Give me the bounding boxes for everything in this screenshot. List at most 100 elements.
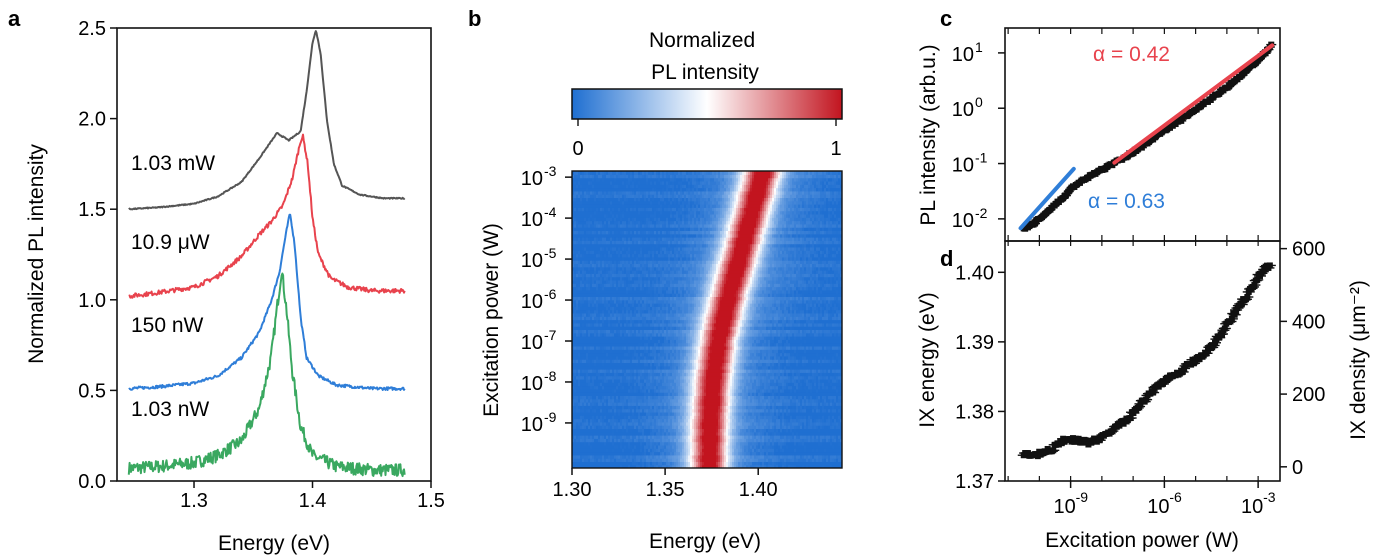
heatmap-cell [644, 428, 647, 433]
heatmap-cell [616, 441, 619, 446]
heatmap-cell [622, 428, 625, 433]
heatmap-cell [654, 428, 657, 433]
heatmap-cell [832, 451, 835, 456]
heatmap-cell [800, 444, 803, 449]
heatmap-cell [602, 441, 605, 446]
heatmap-cell [798, 428, 801, 433]
heatmap-cell [592, 448, 595, 453]
heatmap-cell [652, 448, 655, 453]
heatmap-cell [706, 461, 709, 466]
heatmap-cell [732, 431, 735, 436]
heatmap-cell [812, 451, 815, 456]
heatmap-cell [614, 464, 617, 468]
heatmap-cell [668, 448, 671, 453]
heatmap-cell [780, 451, 783, 456]
heatmap-cell [786, 431, 789, 436]
heatmap-cell [812, 435, 815, 439]
heatmap-cell [604, 444, 607, 449]
heatmap-cell [752, 438, 755, 443]
heatmap-cell [590, 435, 593, 439]
heatmap-cell [708, 464, 711, 468]
heatmap-cell [714, 431, 717, 436]
heatmap-cell [680, 464, 683, 468]
heatmap-cell [802, 444, 805, 449]
heatmap-cell [840, 444, 842, 449]
heatmap-cell [802, 441, 805, 446]
heatmap-cell [840, 438, 842, 443]
heatmap-cell [756, 428, 759, 433]
heatmap-cell [692, 458, 695, 462]
heatmap-cell [574, 428, 577, 433]
heatmap-cell [676, 454, 679, 459]
heatmap-cell [836, 458, 839, 462]
heatmap-cell [638, 464, 641, 468]
heatmap-cell [580, 435, 583, 439]
heatmap-cell [762, 451, 765, 456]
heatmap-cell [772, 448, 775, 453]
heatmap-cell [762, 441, 765, 446]
heatmap-cell [730, 444, 733, 449]
heatmap-cell [574, 458, 577, 462]
heatmap-cell [782, 444, 785, 449]
heatmap-cell [800, 454, 803, 459]
heatmap-cell [650, 444, 653, 449]
heatmap-cell [576, 444, 579, 449]
heatmap-cell [698, 438, 701, 443]
heatmap-cell [614, 435, 617, 439]
heatmap-cell [694, 444, 697, 449]
heatmap-cell [788, 464, 791, 468]
heatmap-cell [668, 444, 671, 449]
heatmap-cell [704, 464, 707, 468]
heatmap-cell [818, 454, 821, 459]
heatmap-cell [662, 454, 665, 459]
heatmap-cell [782, 438, 785, 443]
heatmap-cell [726, 464, 729, 468]
heatmap-cell [818, 428, 821, 433]
heatmap-cell [834, 461, 837, 466]
heatmap-cell [712, 444, 715, 449]
heatmap-cell [676, 431, 679, 436]
heatmap-cell [772, 435, 775, 439]
heatmap-cell [794, 448, 797, 453]
heatmap-cell [676, 438, 679, 443]
heatmap-cell [798, 448, 801, 453]
heatmap-cell [590, 448, 593, 453]
heatmap-cell [714, 428, 717, 433]
heatmap-cell [808, 448, 811, 453]
heatmap-cell [702, 451, 705, 456]
heatmap-cell [586, 448, 589, 453]
heatmap-cell [804, 464, 807, 468]
heatmap-cell [826, 441, 829, 446]
heatmap-cell [770, 458, 773, 462]
heatmap-cell [720, 461, 723, 466]
heatmap-cell [736, 458, 739, 462]
heatmap-cell [572, 425, 575, 429]
heatmap-cell [790, 448, 793, 453]
heatmap-cell [686, 458, 689, 462]
heatmap-cell [824, 464, 827, 468]
colorbar-title: Normalized PL intensity [649, 29, 761, 84]
heatmap-cell [746, 438, 749, 443]
heatmap-cell [712, 438, 715, 443]
heatmap-cell [748, 444, 751, 449]
heatmap-cell [682, 451, 685, 456]
heatmap-cell [660, 431, 663, 436]
heatmap-cell [622, 448, 625, 453]
heatmap-cell [664, 464, 667, 468]
heatmap-cell [688, 448, 691, 453]
heatmap-cell [712, 431, 715, 436]
heatmap-cell [782, 428, 785, 433]
heatmap-cell [738, 444, 741, 449]
heatmap-cell [574, 438, 577, 443]
heatmap-cell [746, 428, 749, 433]
heatmap-cell [638, 431, 641, 436]
heatmap-cell [604, 428, 607, 433]
heatmap-cell [634, 464, 637, 468]
heatmap-cell [784, 451, 787, 456]
heatmap-cell [650, 441, 653, 446]
heatmap-cell [580, 461, 583, 466]
heatmap-cell [776, 438, 779, 443]
heatmap-cell [726, 448, 729, 453]
heatmap-cell [800, 441, 803, 446]
heatmap-cell [826, 444, 829, 449]
